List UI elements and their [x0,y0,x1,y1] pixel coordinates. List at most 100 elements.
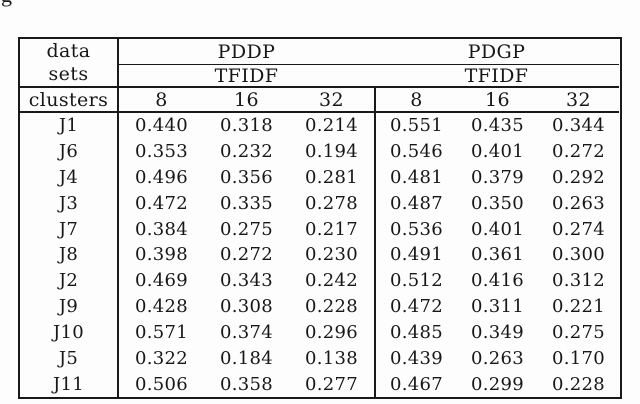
cell-value: 0.440 [134,115,189,137]
cell-value: 0.349 [470,321,525,343]
table-body: J1 0.440 0.318 0.214 0.551 0.435 0.344 J… [20,113,619,397]
table-row-pdgp: 0.472 0.311 0.221 [374,293,619,320]
cluster-sizes-pdgp: 8 16 32 [374,88,619,113]
row-label: J1 [20,113,119,139]
cell-value: 0.277 [304,373,359,395]
cell-value: 0.275 [551,321,606,343]
table-row-pddp: 0.571 0.374 0.296 [119,320,374,346]
cluster-size: 32 [319,88,344,111]
cell-value: 0.512 [389,270,444,292]
table-row-pddp: 0.384 0.275 0.217 [119,216,374,242]
cluster-size: 16 [485,88,510,111]
cell-value: 0.353 [134,141,189,163]
cell-value: 0.308 [219,296,274,318]
cell-value: 0.194 [304,141,359,163]
table-row-pddp: 0.472 0.335 0.278 [119,190,374,216]
cell-value: 0.138 [304,347,359,369]
row-label: J7 [20,216,119,243]
cluster-size: 32 [566,88,591,111]
cell-value: 0.491 [389,244,444,266]
cell-value: 0.311 [470,296,525,318]
corner-cell-datasets: data sets [20,39,119,88]
table-row-pddp: 0.398 0.272 0.230 [119,242,374,268]
cell-value: 0.335 [219,192,274,214]
clusters-label: clusters [20,88,119,113]
cell-value: 0.274 [551,218,606,240]
table-row-pdgp: 0.551 0.435 0.344 [374,113,619,139]
cluster-sizes-pddp: 8 16 32 [119,88,374,113]
row-label: J5 [20,345,119,372]
cell-value: 0.401 [470,218,525,240]
cell-value: 0.467 [389,373,444,395]
row-label: J9 [20,293,119,320]
cell-value: 0.506 [134,373,189,395]
group-header-pdgp: PDGP [374,39,619,65]
cell-value: 0.221 [551,296,606,318]
cell-value: 0.439 [389,347,444,369]
cluster-size: 16 [234,88,259,111]
cell-value: 0.184 [219,347,274,369]
cell-value: 0.428 [134,296,189,318]
cell-value: 0.571 [134,321,189,343]
row-label: J3 [20,190,119,217]
cell-value: 0.435 [470,115,525,137]
table-row-pdgp: 0.467 0.299 0.228 [374,371,619,397]
table-row-pdgp: 0.487 0.350 0.263 [374,190,619,217]
cell-value: 0.536 [389,218,444,240]
cell-value: 0.170 [551,347,606,369]
row-label: J11 [20,371,119,397]
cell-value: 0.296 [304,321,359,343]
cell-value: 0.496 [134,167,189,189]
table-row-pddp: 0.469 0.343 0.242 [119,268,374,294]
corner-line-data: data [46,40,91,62]
subheader-tfidf-pdgp: TFIDF [374,65,619,88]
clipped-caption-character: g [1,0,12,6]
cell-value: 0.546 [389,141,444,163]
cell-value: 0.398 [134,244,189,266]
cell-value: 0.350 [470,192,525,214]
cell-value: 0.300 [551,244,606,266]
cell-value: 0.358 [219,373,274,395]
cell-value: 0.228 [304,296,359,318]
results-table: data sets PDDP PDGP TFIDF TFIDF clusters… [18,37,622,399]
table-row-pddp: 0.353 0.232 0.194 [119,139,374,165]
table-row-pddp: 0.440 0.318 0.214 [119,113,374,139]
table-row-pdgp: 0.439 0.263 0.170 [374,345,619,372]
cell-value: 0.356 [219,167,274,189]
cell-value: 0.374 [219,321,274,343]
cell-value: 0.472 [389,296,444,318]
cluster-size: 8 [410,88,423,111]
row-label: J4 [20,164,119,191]
corner-line-sets: sets [48,63,89,85]
cell-value: 0.299 [470,373,525,395]
cell-value: 0.343 [219,270,274,292]
cell-value: 0.232 [219,141,274,163]
cell-value: 0.312 [551,270,606,292]
cell-value: 0.272 [551,141,606,163]
cell-value: 0.281 [304,167,359,189]
cell-value: 0.292 [551,167,606,189]
cell-value: 0.551 [389,115,444,137]
row-label: J8 [20,242,119,268]
row-label: J2 [20,267,119,294]
group-header-pddp: PDDP [119,39,374,65]
cell-value: 0.228 [551,373,606,395]
subheader-tfidf-pddp: TFIDF [119,65,374,88]
cell-value: 0.263 [551,192,606,214]
table-row-pdgp: 0.546 0.401 0.272 [374,138,619,165]
table-row-pdgp: 0.536 0.401 0.274 [374,216,619,243]
cell-value: 0.263 [470,347,525,369]
table-row-pdgp: 0.481 0.379 0.292 [374,164,619,191]
cell-value: 0.487 [389,192,444,214]
cell-value: 0.242 [304,270,359,292]
cluster-size: 8 [155,88,168,111]
cell-value: 0.230 [304,244,359,266]
cell-value: 0.384 [134,218,189,240]
cell-value: 0.275 [219,218,274,240]
table-row-pddp: 0.322 0.184 0.138 [119,345,374,371]
cell-value: 0.485 [389,321,444,343]
table-row-pdgp: 0.485 0.349 0.275 [374,319,619,346]
cell-value: 0.318 [219,115,274,137]
table-row-pddp: 0.496 0.356 0.281 [119,165,374,191]
